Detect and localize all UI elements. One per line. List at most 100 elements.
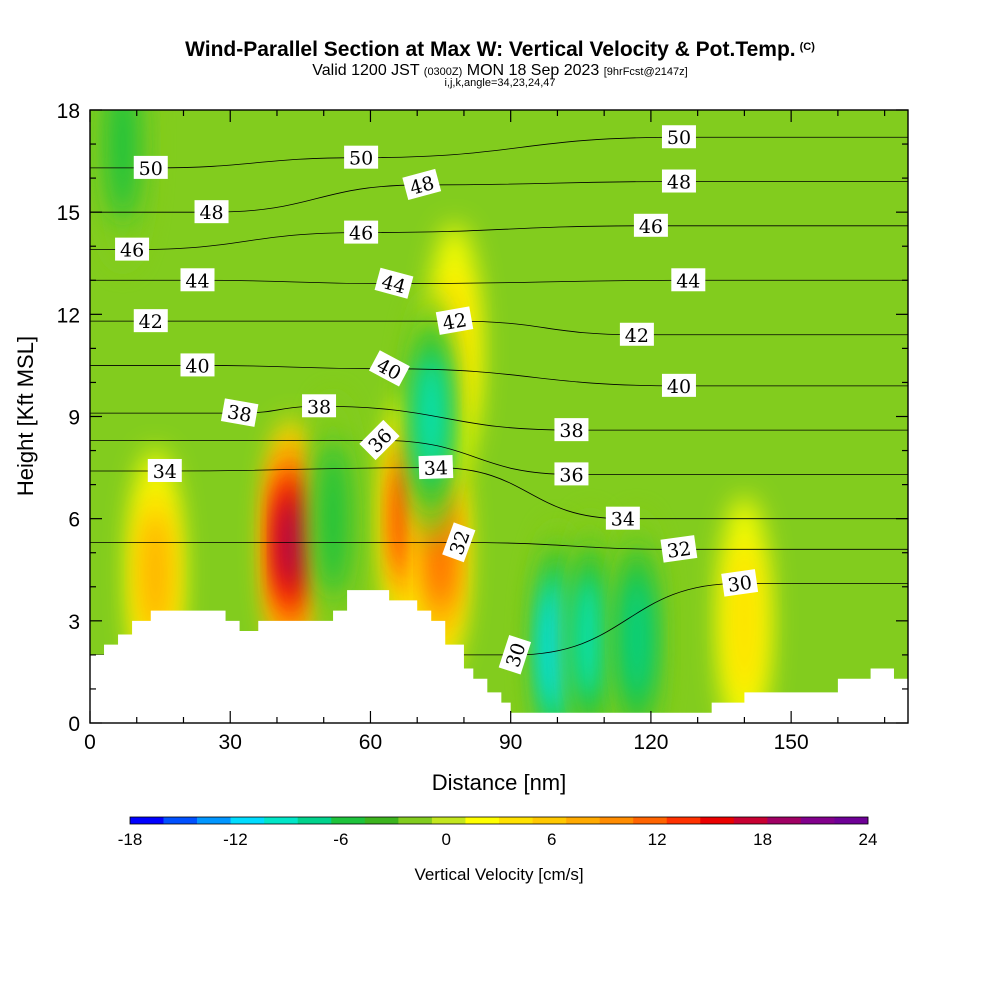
contour-label-38-1: 38 [302,394,337,418]
contour-label-bg [344,145,379,169]
contour-label-text: 40 [667,376,691,398]
contour-label-30-0: 30 [498,635,532,675]
x-tick-label: 150 [774,731,809,754]
contour-label-bg [133,309,168,333]
colorbar-tick-label: 24 [859,830,878,849]
contour-label-text: 48 [667,172,691,194]
x-axis-label: Distance [nm] [432,770,567,795]
contour-label-bg [133,155,168,179]
velocity-feature-downdraft-9 [576,576,605,700]
contour-label-text: 32 [666,538,693,563]
colorbar-tick-label: 6 [547,830,556,849]
contour-label-bg [660,535,698,563]
contour-label-text: 42 [139,311,163,333]
contour-label-bg [661,373,696,397]
colorbar-tick-label: 12 [648,830,667,849]
colorbar-swatch [197,817,231,824]
colorbar-swatch [264,817,299,824]
x-tick-label: 90 [499,731,522,754]
contour-label-42-0: 42 [133,309,168,333]
x-tick-label: 120 [633,731,668,754]
contour-label-40-2: 40 [661,373,696,398]
contour-label-bg [661,169,696,193]
contour-label-44-0: 44 [180,268,215,292]
chart-subtitle-indices: i,j,k,angle=34,23,24,47 [444,77,556,89]
contour-label-bg [671,268,706,292]
forecast-info: [9hrFcst@2147z] [603,66,688,78]
colorbar-swatch [700,817,735,824]
contour-label-50-0: 50 [133,155,168,180]
colorbar-swatch [398,817,433,824]
colorbar-swatch [566,817,600,824]
colorbar-label: Vertical Velocity [cm/s] [414,865,583,884]
contour-label-34-2: 34 [605,506,640,531]
contour-label-bg [180,268,215,292]
colorbar-frame [129,816,869,825]
terrain [90,590,908,723]
contour-label-bg [368,350,410,387]
contour-label-text: 46 [349,223,373,245]
contour-label-38-0: 38 [220,398,259,427]
colorbar-swatch [733,817,768,824]
copyright-mark: (C) [799,41,815,53]
colorbar-swatch [532,817,567,824]
velocity-feature-downdraft-7 [417,354,446,479]
contour-label-text: 42 [441,309,469,335]
contour-label-46-0: 46 [115,237,150,262]
x-tick-label: 60 [359,731,382,754]
contour-label-50-1: 50 [344,145,379,170]
colorbar-tick-label: -6 [333,830,348,849]
contour-label-42-1: 42 [435,306,474,335]
contour-label-46-2: 46 [633,213,668,238]
colorbar-tick-label: 18 [753,830,772,849]
colorbar-swatch [465,817,500,824]
theta-line-38 [90,405,908,431]
contour-label-bg [302,394,337,418]
contour-label-38-2: 38 [554,418,589,442]
contour-label-40-0: 40 [180,353,215,377]
contour-label-46-1: 46 [344,220,379,245]
colorbar-swatch [499,817,533,824]
colorbar-tick-label: -18 [118,830,143,849]
contour-label-text: 38 [307,396,331,418]
contour-label-bg [359,419,400,461]
contour-label-text: 34 [153,461,177,483]
x-axis: 0 30 60 90 120 150 [84,110,886,754]
colorbar-tick-label: 0 [442,830,451,849]
colorbar-swatch [431,817,466,824]
contour-label-bg [554,418,589,442]
colorbar-swatch [163,817,198,824]
colorbar-tick-label: -12 [223,830,248,849]
contour-label-bg [402,168,442,200]
contour-label-50-2: 50 [661,125,696,149]
velocity-feature-downdraft-11 [105,110,140,222]
valid-time: Valid 1200 JST [312,62,420,79]
theta-line-36 [90,439,908,475]
contour-label-bg [605,506,640,530]
contour-label-bg [344,220,379,244]
y-tick-label: 9 [68,407,80,430]
contour-label-text: 44 [676,270,700,292]
contour-label-bg [418,454,454,480]
theta-line-32 [90,542,908,550]
contour-label-text: 44 [185,270,209,292]
contour-label-text: 46 [639,216,663,238]
chart-title: Wind-Parallel Section at Max W: Vertical… [0,38,1000,62]
x-tick-label: 0 [84,731,96,754]
contour-label-text: 38 [226,401,254,427]
contour-label-bg [115,237,150,261]
contour-label-bg [619,322,654,346]
contour-label-bg [374,267,414,299]
contour-label-44-1: 44 [374,267,414,299]
colorbar-swatch [800,817,835,824]
y-tick-label: 6 [68,509,80,532]
contour-label-text: 46 [120,240,144,262]
y-tick-label: 12 [57,304,80,327]
chart-title-text: Wind-Parallel Section at Max W: Vertical… [185,38,796,61]
velocity-feature-downdraft-10 [622,576,651,700]
contour-label-36-1: 36 [554,462,589,486]
contour-label-bg [194,200,229,224]
